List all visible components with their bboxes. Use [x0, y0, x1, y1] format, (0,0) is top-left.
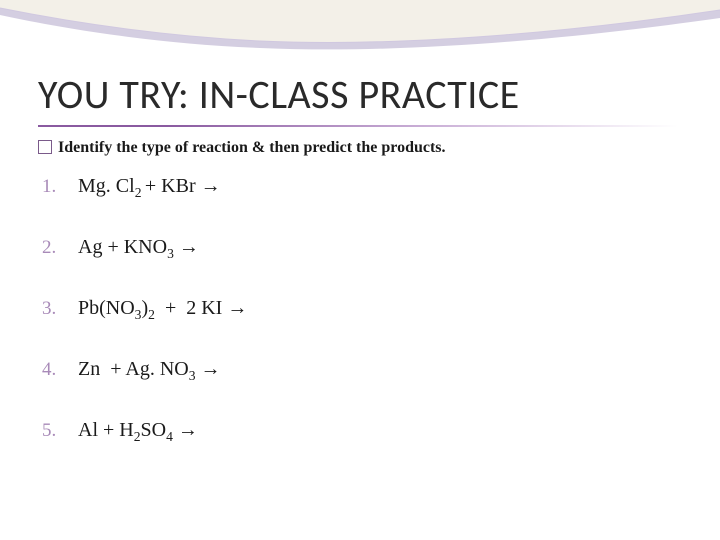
instruction-line: Identify the type of reaction & then pre… [38, 139, 690, 157]
bullet-box-icon [38, 140, 52, 154]
problem-list: 1. Mg. Cl2 + KBr → 2. Ag + KNO3 → 3. Pb(… [38, 175, 690, 442]
item-formula: Ag + KNO3 → [78, 236, 199, 259]
slide-content: YOU TRY: IN-CLASS PRACTICE Identify the … [38, 70, 690, 480]
slide-title: YOU TRY: IN-CLASS PRACTICE [38, 70, 690, 119]
swoosh-edge [0, 8, 720, 42]
item-number: 1. [42, 176, 70, 198]
list-item: 4. Zn + Ag. NO3 → [42, 358, 690, 381]
list-item: 1. Mg. Cl2 + KBr → [42, 175, 690, 198]
swoosh-inner [0, 0, 720, 42]
swoosh-outer [0, 0, 720, 49]
item-formula: Pb(NO3)2 + 2 KI → [78, 297, 247, 320]
item-formula: Zn + Ag. NO3 → [78, 358, 221, 381]
list-item: 5. Al + H2SO4 → [42, 419, 690, 442]
title-underline [38, 125, 678, 127]
instruction-text: Identify the type of reaction & then pre… [58, 139, 446, 156]
item-number: 4. [42, 359, 70, 381]
item-formula: Al + H2SO4 → [78, 419, 198, 442]
item-formula: Mg. Cl2 + KBr → [78, 175, 221, 198]
item-number: 5. [42, 420, 70, 442]
decorative-swoosh [0, 0, 720, 80]
list-item: 3. Pb(NO3)2 + 2 KI → [42, 297, 690, 320]
item-number: 3. [42, 298, 70, 320]
item-number: 2. [42, 237, 70, 259]
list-item: 2. Ag + KNO3 → [42, 236, 690, 259]
